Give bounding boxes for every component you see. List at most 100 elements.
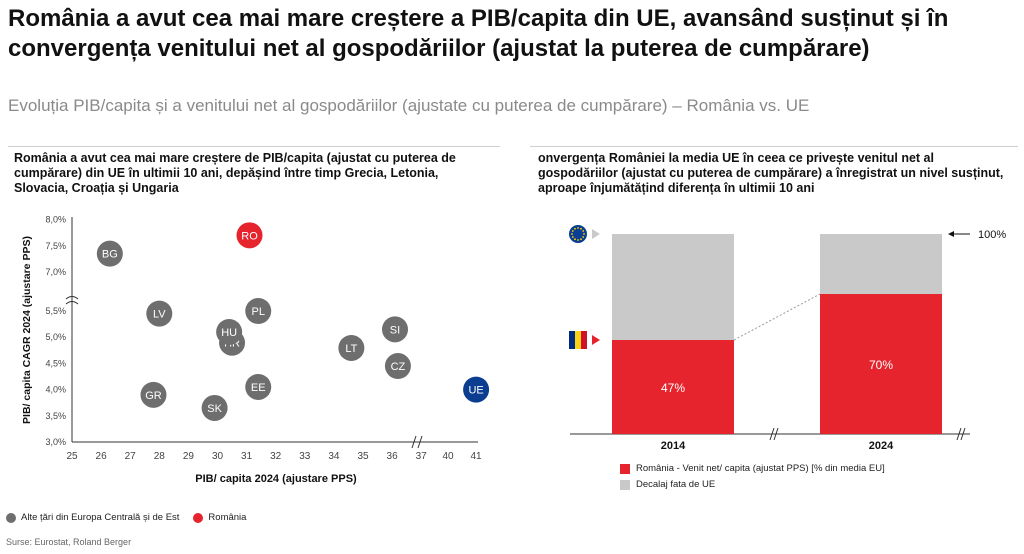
bar-category-label: 2014 (661, 440, 686, 452)
ro-pointer-icon (592, 335, 600, 345)
bar-gap-2014 (612, 234, 734, 340)
eu-flag-star (582, 236, 585, 238)
y-tick-label: 4,5% (45, 358, 66, 368)
scatter-point-label: HU (221, 327, 237, 339)
y-tick-label: 7,0% (45, 267, 66, 277)
eu-flag-circle (569, 225, 587, 243)
page-title: România a avut cea mai mare creștere a P… (8, 5, 949, 62)
x-axis-title: PIB/ capita 2024 (ajustare PPS) (195, 473, 357, 485)
bar-category-label: 2024 (869, 440, 894, 452)
x-tick-label: 27 (125, 451, 137, 462)
scatter-point-lt (338, 334, 365, 361)
eu-flag-star (571, 233, 573, 235)
scatter-panel-title: România a avut cea mai mare creștere de … (14, 151, 456, 195)
bar-panel-title: onvergența României la media UE în ceea … (538, 151, 1004, 195)
scatter-point-si (382, 316, 409, 343)
scatter-chart: 25 26 27 28 29 30 31 32 33 34 35 36 37 40 41 3,0% 3,5% 4,… (21, 215, 490, 485)
eu-flag-icon (569, 225, 587, 243)
y-tick-label: 3,0% (45, 437, 66, 447)
eu-flag-star (583, 233, 585, 235)
scatter-point-label: SK (207, 403, 222, 415)
y-tick-label: 8,0% (45, 215, 66, 225)
scatter-legend: Alte țări din Europa Centrală și de Est … (6, 512, 246, 523)
bar-romania-2014 (612, 340, 734, 434)
y-axis-title: PIB/ capita CAGR 2024 (ajustare PPS) (21, 236, 33, 424)
bar-value-label: 70% (869, 358, 893, 372)
scatter-point-bg (96, 240, 123, 267)
scatter-point-label: UE (468, 385, 483, 397)
eu-flag-star (582, 230, 585, 232)
x-tick-label: 25 (66, 451, 78, 462)
scatter-point-ro (236, 222, 263, 249)
bar-chart: 47% 2014 70% 2024 100% (569, 225, 1006, 452)
x-tick-label: 37 (416, 451, 428, 462)
reference-arrowhead (948, 231, 954, 237)
y-tick-label: 4,0% (45, 385, 66, 395)
scatter-point-sk (201, 394, 228, 421)
x-tick-label: 35 (357, 451, 369, 462)
x-tick-label: 26 (96, 451, 108, 462)
scatter-point-hu (216, 318, 243, 345)
scatter-point-label: PL (252, 306, 265, 318)
eu-pointer-icon (592, 229, 600, 239)
baseline-break-mark (960, 427, 966, 441)
x-tick-label: 31 (241, 451, 253, 462)
scatter-point-pl (245, 298, 272, 324)
bar-legend-ro: România - Venit net/ capita (ajustat PPS… (620, 463, 885, 474)
ro-flag-yellow (575, 331, 581, 349)
x-tick-label: 28 (154, 451, 166, 462)
scatter-point-label: LV (153, 309, 166, 321)
y-axis-break-mark (65, 301, 79, 305)
baseline-break-mark (956, 427, 962, 441)
ro-flag-red (581, 331, 587, 349)
baseline-break-mark (769, 427, 775, 441)
source-note: Surse: Eurostat, Roland Berger (6, 537, 132, 547)
bar-romania-2024 (820, 294, 942, 434)
x-axis-break-mark (417, 435, 423, 449)
scatter-point-gr (140, 381, 167, 408)
bar-legend-gap: Decalaj fata de UE (620, 479, 715, 490)
scatter-point-label: BG (102, 249, 118, 261)
y-axis-break-mark (65, 296, 79, 300)
convergence-connector (733, 293, 821, 341)
scatter-point-label: RO (241, 230, 258, 242)
y-tick-label: 7,5% (45, 241, 66, 251)
scatter-point-label: CZ (391, 361, 406, 373)
y-tick-label: 5,0% (45, 332, 66, 342)
bar-gap-2024 (820, 234, 942, 294)
scatter-panel: România a avut cea mai mare creștere de … (8, 146, 500, 527)
y-tick-label: 3,5% (45, 411, 66, 421)
scatter-point-label: GR (145, 390, 162, 402)
x-tick-label: 40 (442, 451, 454, 462)
romania-flag-icon (569, 331, 587, 349)
x-axis-break-mark (411, 435, 417, 449)
eu-flag-star (574, 227, 576, 230)
bar-value-label: 47% (661, 381, 685, 395)
eu-flag-star (577, 239, 579, 241)
bar-legend-gap-label: Decalaj fata de UE (636, 479, 716, 490)
x-tick-label: 32 (270, 451, 282, 462)
eu-flag-star (580, 227, 582, 230)
scatter-point-ue (463, 376, 490, 403)
x-tick-label: 33 (299, 451, 311, 462)
eu-flag-star (580, 238, 582, 241)
eu-flag-star (571, 236, 574, 238)
x-tick-label: 29 (183, 451, 195, 462)
eu-flag-star (574, 238, 576, 241)
legend-other-label: Alte țări din Europa Centrală și de Est (21, 512, 180, 523)
x-tick-label: 36 (387, 451, 399, 462)
scatter-point-lv (146, 300, 173, 327)
bar-panel: onvergența României la media UE în ceea … (530, 146, 1018, 547)
legend-grey-square (620, 479, 630, 490)
eu-flag-star (577, 227, 579, 229)
baseline-break-mark (773, 427, 779, 441)
ro-flag-blue (569, 331, 575, 349)
legend-red-square (620, 463, 630, 474)
legend-red-dot (193, 512, 204, 523)
reference-label: 100% (978, 229, 1006, 241)
x-tick-label: 30 (212, 451, 224, 462)
scatter-point-label: LT (345, 343, 357, 355)
scatter-point-label: EE (251, 382, 266, 394)
legend-ro-label: România (208, 512, 247, 523)
x-tick-label: 41 (470, 451, 482, 462)
